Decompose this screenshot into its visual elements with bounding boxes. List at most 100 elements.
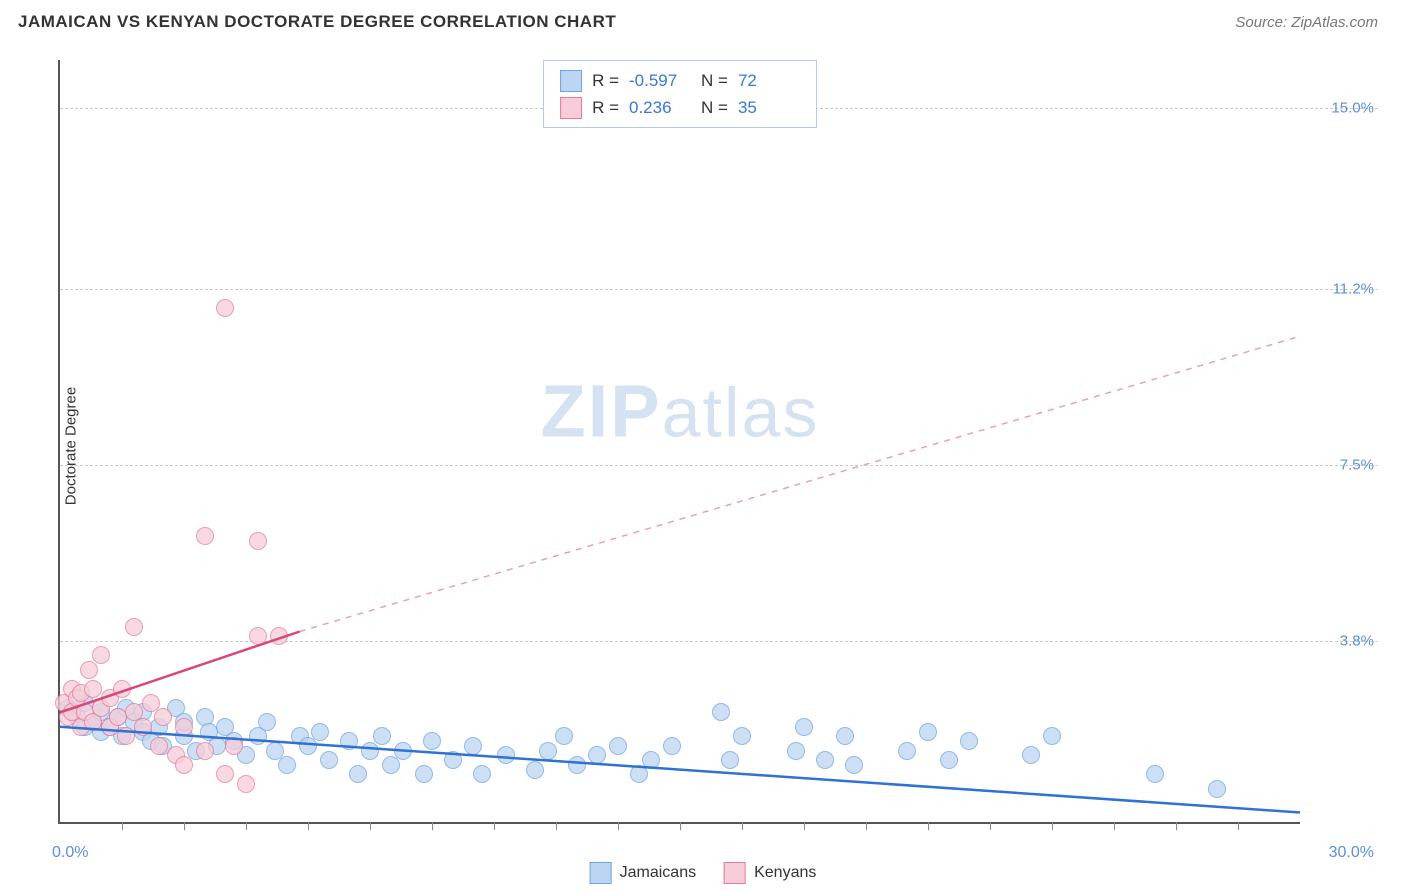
x-tick [308, 822, 309, 830]
plot-region: ZIPatlas R =-0.597N =72R =0.236N =35 0.0… [58, 60, 1300, 824]
data-point-jamaicans [361, 742, 379, 760]
chart-title: JAMAICAN VS KENYAN DOCTORATE DEGREE CORR… [18, 12, 616, 32]
data-point-kenyans [134, 718, 152, 736]
trend-lines [60, 60, 1300, 822]
x-tick [246, 822, 247, 830]
data-point-kenyans [113, 680, 131, 698]
data-point-jamaicans [382, 756, 400, 774]
x-axis-min-label: 0.0% [52, 844, 88, 862]
data-point-jamaicans [795, 718, 813, 736]
legend-stats-row-kenyans: R =0.236N =35 [560, 94, 800, 121]
data-point-kenyans [270, 627, 288, 645]
data-point-jamaicans [373, 727, 391, 745]
data-point-jamaicans [340, 732, 358, 750]
data-point-jamaicans [299, 737, 317, 755]
data-point-jamaicans [311, 723, 329, 741]
y-tick-label: 15.0% [1331, 99, 1374, 116]
data-point-kenyans [117, 727, 135, 745]
swatch-jamaicans [560, 70, 582, 92]
data-point-jamaicans [960, 732, 978, 750]
data-point-jamaicans [845, 756, 863, 774]
x-tick [556, 822, 557, 830]
data-point-jamaicans [712, 703, 730, 721]
data-point-jamaicans [663, 737, 681, 755]
data-point-jamaicans [898, 742, 916, 760]
data-point-jamaicans [588, 746, 606, 764]
data-point-jamaicans [787, 742, 805, 760]
data-point-jamaicans [278, 756, 296, 774]
data-point-jamaicans [473, 765, 491, 783]
x-tick [990, 822, 991, 830]
data-point-jamaicans [258, 713, 276, 731]
data-point-jamaicans [415, 765, 433, 783]
data-point-jamaicans [464, 737, 482, 755]
legend-stats-row-jamaicans: R =-0.597N =72 [560, 67, 800, 94]
x-axis-max-label: 30.0% [1329, 844, 1374, 862]
data-point-jamaicans [1043, 727, 1061, 745]
data-point-jamaicans [423, 732, 441, 750]
data-point-jamaicans [444, 751, 462, 769]
swatch-kenyans [560, 97, 582, 119]
data-point-jamaicans [836, 727, 854, 745]
x-tick [370, 822, 371, 830]
data-point-jamaicans [940, 751, 958, 769]
gridline [60, 465, 1378, 466]
data-point-jamaicans [497, 746, 515, 764]
data-point-kenyans [196, 527, 214, 545]
data-point-kenyans [80, 661, 98, 679]
data-point-jamaicans [526, 761, 544, 779]
data-point-jamaicans [555, 727, 573, 745]
data-point-kenyans [216, 765, 234, 783]
y-tick-label: 11.2% [1333, 280, 1374, 297]
data-point-jamaicans [816, 751, 834, 769]
data-point-jamaicans [721, 751, 739, 769]
data-point-jamaicans [919, 723, 937, 741]
data-point-kenyans [84, 680, 102, 698]
data-point-kenyans [150, 737, 168, 755]
legend-item-jamaicans: Jamaicans [590, 862, 696, 884]
x-tick [432, 822, 433, 830]
legend-item-kenyans: Kenyans [724, 862, 816, 884]
source-attribution: Source: ZipAtlas.com [1235, 14, 1378, 31]
data-point-jamaicans [1146, 765, 1164, 783]
data-point-jamaicans [733, 727, 751, 745]
x-tick [742, 822, 743, 830]
y-tick-label: 7.5% [1340, 456, 1374, 473]
data-point-kenyans [225, 737, 243, 755]
x-tick [1176, 822, 1177, 830]
x-tick [184, 822, 185, 830]
data-point-jamaicans [349, 765, 367, 783]
x-tick [928, 822, 929, 830]
data-point-jamaicans [394, 742, 412, 760]
data-point-kenyans [154, 708, 172, 726]
data-point-kenyans [175, 718, 193, 736]
gridline [60, 289, 1378, 290]
x-tick [866, 822, 867, 830]
x-tick [680, 822, 681, 830]
data-point-kenyans [249, 627, 267, 645]
x-tick [494, 822, 495, 830]
data-point-jamaicans [568, 756, 586, 774]
correlation-legend: R =-0.597N =72R =0.236N =35 [543, 60, 817, 128]
x-tick [804, 822, 805, 830]
swatch-jamaicans [590, 862, 612, 884]
data-point-kenyans [92, 646, 110, 664]
chart-area: Doctorate Degree ZIPatlas R =-0.597N =72… [18, 46, 1378, 846]
data-point-jamaicans [1022, 746, 1040, 764]
data-point-kenyans [109, 708, 127, 726]
data-point-jamaicans [609, 737, 627, 755]
y-tick-label: 3.8% [1340, 633, 1374, 650]
data-point-kenyans [175, 756, 193, 774]
watermark: ZIPatlas [541, 368, 820, 453]
data-point-jamaicans [630, 765, 648, 783]
x-tick [618, 822, 619, 830]
series-legend: Jamaicans Kenyans [590, 862, 817, 884]
data-point-kenyans [216, 299, 234, 317]
data-point-kenyans [249, 532, 267, 550]
data-point-jamaicans [539, 742, 557, 760]
data-point-kenyans [196, 742, 214, 760]
data-point-jamaicans [320, 751, 338, 769]
x-tick [1114, 822, 1115, 830]
data-point-jamaicans [1208, 780, 1226, 798]
x-tick [1238, 822, 1239, 830]
